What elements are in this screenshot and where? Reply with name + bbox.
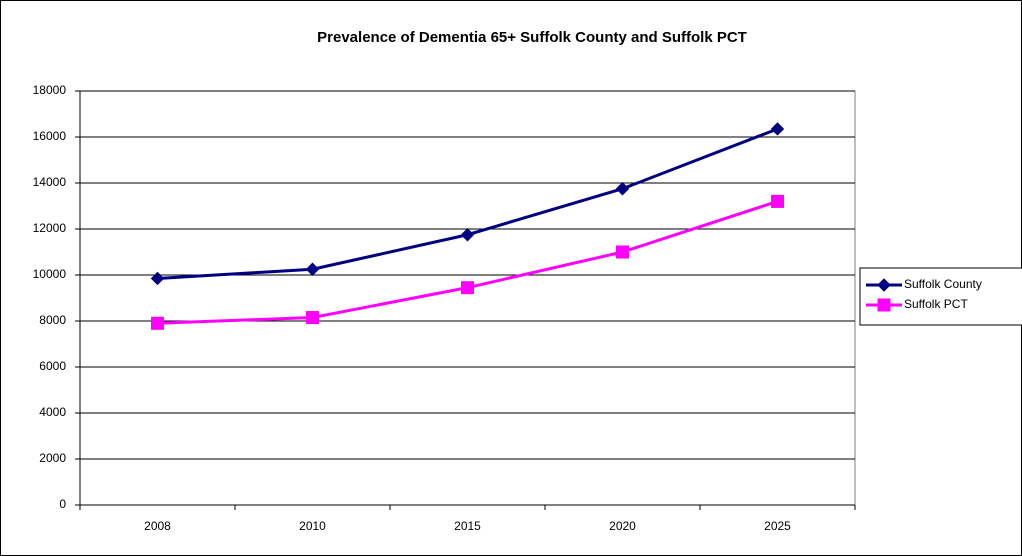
y-tick-label: 6000 [39,359,66,373]
legend-marker [877,298,891,312]
y-tick-label: 10000 [33,267,67,281]
marker [771,194,784,208]
x-tick-label: 2025 [764,519,791,533]
legend-marker [877,278,891,292]
marker [150,271,165,286]
marker [306,311,319,325]
x-tick-label: 2010 [299,519,326,533]
y-tick-label: 0 [59,497,66,511]
y-tick-label: 12000 [33,221,67,235]
x-tick-label: 2015 [454,519,481,533]
legend-label: Suffolk PCT [904,297,968,311]
marker [151,316,164,330]
legend-box [859,267,1022,326]
x-tick-label: 2020 [609,519,636,533]
y-tick-label: 16000 [33,129,67,143]
y-tick-label: 18000 [33,83,67,97]
marker [616,245,629,259]
marker [305,262,320,276]
legend-label: Suffolk County [904,277,982,291]
y-tick-label: 4000 [39,405,66,419]
chart-title: Prevalence of Dementia 65+ Suffolk Count… [317,29,747,46]
marker [460,228,475,242]
marker [615,182,630,196]
plot-area [79,90,856,506]
y-tick-label: 2000 [39,451,66,465]
y-tick-label: 8000 [39,313,66,327]
marker [461,281,474,295]
x-tick-label: 2008 [144,519,171,533]
marker [770,122,785,136]
y-tick-label: 14000 [33,175,67,189]
